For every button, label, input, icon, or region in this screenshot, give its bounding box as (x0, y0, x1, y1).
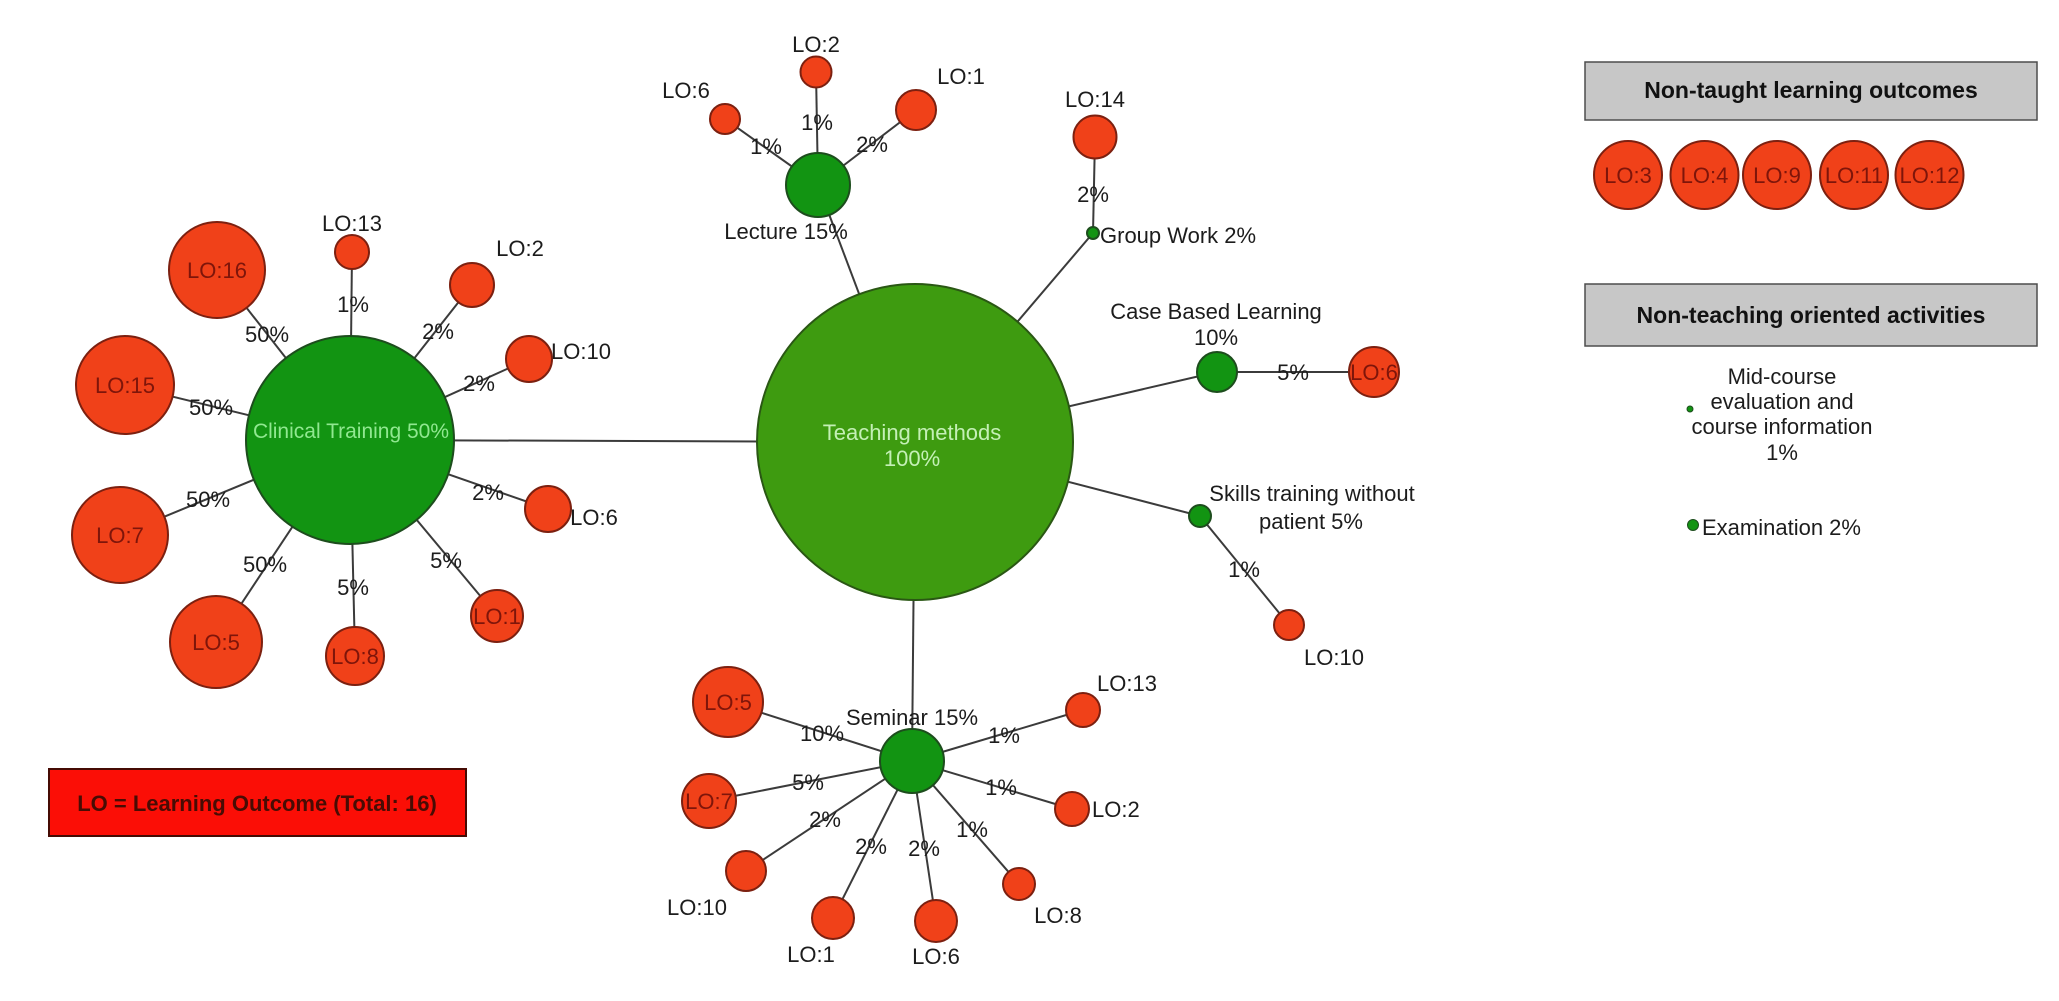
svg-text:5%: 5% (792, 770, 824, 795)
svg-text:LO:8: LO:8 (1034, 903, 1082, 928)
svg-text:1%: 1% (337, 292, 369, 317)
svg-text:LO:6: LO:6 (662, 78, 710, 103)
svg-text:10%: 10% (1194, 325, 1238, 350)
svg-text:1%: 1% (801, 110, 833, 135)
svg-text:LO:10: LO:10 (1304, 645, 1364, 670)
svg-text:Mid-course: Mid-course (1728, 364, 1837, 389)
svg-text:5%: 5% (1277, 360, 1309, 385)
svg-text:LO:16: LO:16 (187, 258, 247, 283)
svg-text:1%: 1% (988, 723, 1020, 748)
svg-text:LO:4: LO:4 (1681, 163, 1729, 188)
svg-text:LO:15: LO:15 (95, 373, 155, 398)
svg-text:1%: 1% (1228, 557, 1260, 582)
svg-text:1%: 1% (985, 775, 1017, 800)
svg-text:2%: 2% (472, 480, 504, 505)
svg-text:LO:2: LO:2 (496, 236, 544, 261)
svg-text:Lecture 15%: Lecture 15% (724, 219, 848, 244)
svg-text:LO:8: LO:8 (331, 644, 379, 669)
svg-text:Non-teaching oriented activiti: Non-teaching oriented activities (1637, 302, 1986, 328)
svg-text:LO = Learning Outcome (Total:: LO = Learning Outcome (Total: 16) (77, 791, 437, 816)
svg-text:2%: 2% (856, 132, 888, 157)
svg-text:Seminar 15%: Seminar 15% (846, 705, 978, 730)
svg-text:Clinical Training 50%: Clinical Training 50% (253, 420, 449, 443)
svg-text:LO:9: LO:9 (1753, 163, 1801, 188)
svg-text:LO:1: LO:1 (473, 604, 521, 629)
svg-text:LO:7: LO:7 (685, 789, 733, 814)
svg-text:2%: 2% (1077, 182, 1109, 207)
svg-text:50%: 50% (189, 395, 233, 420)
svg-text:1%: 1% (1766, 440, 1798, 465)
svg-text:Non-taught learning outcomes: Non-taught learning outcomes (1644, 77, 1978, 103)
svg-text:50%: 50% (243, 552, 287, 577)
svg-text:LO:3: LO:3 (1604, 163, 1652, 188)
svg-text:LO:6: LO:6 (912, 944, 960, 969)
svg-text:1%: 1% (956, 817, 988, 842)
svg-text:Skills training without: Skills training without (1209, 481, 1414, 506)
svg-text:100%: 100% (884, 446, 940, 471)
svg-text:2%: 2% (809, 807, 841, 832)
svg-text:LO:5: LO:5 (192, 630, 240, 655)
svg-text:LO:2: LO:2 (1092, 797, 1140, 822)
svg-text:LO:13: LO:13 (1097, 671, 1157, 696)
svg-text:LO:10: LO:10 (667, 895, 727, 920)
svg-text:LO:12: LO:12 (1900, 163, 1960, 188)
svg-text:LO:6: LO:6 (1350, 360, 1398, 385)
svg-text:Group Work 2%: Group Work 2% (1100, 223, 1256, 248)
svg-text:5%: 5% (430, 548, 462, 573)
svg-text:LO:1: LO:1 (937, 64, 985, 89)
svg-text:5%: 5% (337, 575, 369, 600)
svg-text:LO:7: LO:7 (96, 523, 144, 548)
svg-text:Examination 2%: Examination 2% (1702, 515, 1861, 540)
svg-text:LO:10: LO:10 (551, 339, 611, 364)
svg-text:2%: 2% (422, 319, 454, 344)
svg-text:LO:11: LO:11 (1825, 163, 1883, 188)
svg-text:LO:6: LO:6 (570, 505, 618, 530)
svg-text:LO:14: LO:14 (1065, 87, 1125, 112)
svg-text:Teaching methods: Teaching methods (823, 420, 1002, 445)
svg-text:course information: course information (1692, 414, 1873, 439)
svg-text:Case Based Learning: Case Based Learning (1110, 299, 1322, 324)
svg-text:50%: 50% (186, 487, 230, 512)
svg-text:evaluation and: evaluation and (1710, 389, 1853, 414)
svg-text:LO:1: LO:1 (787, 942, 835, 967)
svg-text:2%: 2% (463, 371, 495, 396)
svg-text:LO:5: LO:5 (704, 690, 752, 715)
svg-text:2%: 2% (855, 834, 887, 859)
svg-text:patient 5%: patient 5% (1259, 509, 1363, 534)
svg-text:50%: 50% (245, 322, 289, 347)
svg-text:10%: 10% (800, 721, 844, 746)
svg-text:LO:13: LO:13 (322, 211, 382, 236)
svg-text:LO:2: LO:2 (792, 32, 840, 57)
svg-text:2%: 2% (908, 836, 940, 861)
svg-text:1%: 1% (750, 134, 782, 159)
